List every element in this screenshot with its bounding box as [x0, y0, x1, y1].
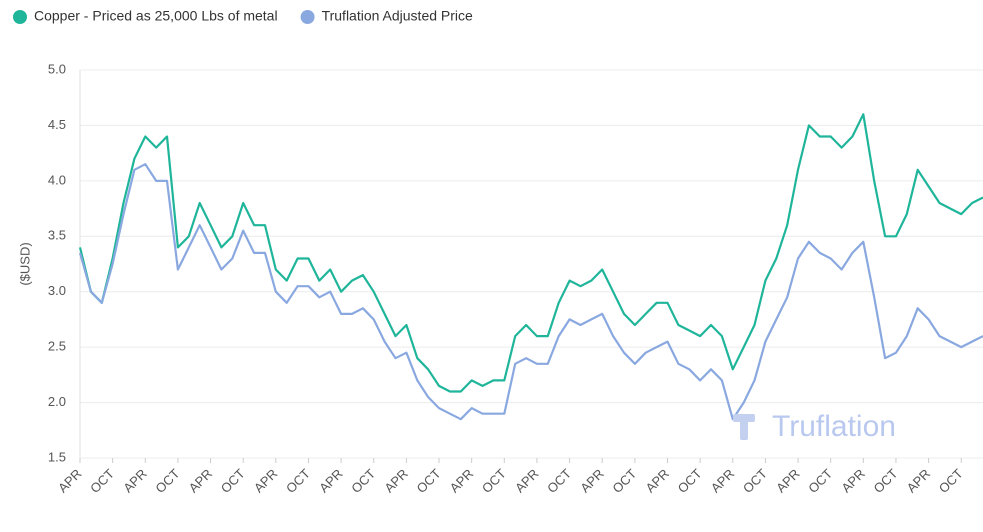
x-tick-label: OCT: [675, 466, 705, 496]
x-tick-label: OCT: [479, 466, 509, 496]
y-tick-label: 5.0: [48, 61, 66, 76]
y-tick-label: 1.5: [48, 449, 66, 464]
x-tick-label: APR: [708, 466, 738, 496]
x-tick-label: OCT: [544, 466, 574, 496]
x-tick-label: APR: [773, 466, 803, 496]
y-tick-label: 4.0: [48, 172, 66, 187]
x-tick-label: APR: [316, 466, 346, 496]
legend-marker: [13, 10, 27, 24]
watermark: Truflation: [772, 410, 896, 443]
legend-marker: [300, 10, 315, 24]
x-tick-label: APR: [904, 466, 934, 496]
x-tick-label: OCT: [609, 466, 639, 496]
x-tick-label: APR: [55, 466, 85, 496]
x-tick-label: OCT: [805, 466, 835, 496]
x-tick-label: OCT: [414, 466, 444, 496]
legend-label: Truflation Adjusted Price: [322, 8, 473, 24]
x-tick-label: OCT: [870, 466, 900, 496]
y-tick-label: 4.5: [48, 117, 66, 132]
x-tick-label: OCT: [218, 466, 248, 496]
y-tick-label: 2.0: [48, 394, 66, 409]
y-tick-label: 3.0: [48, 283, 66, 298]
x-tick-label: APR: [120, 466, 150, 496]
legend-label: Copper - Priced as 25,000 Lbs of metal: [34, 8, 278, 24]
x-tick-label: APR: [643, 466, 673, 496]
x-tick-label: APR: [381, 466, 411, 496]
x-tick-label: OCT: [740, 466, 770, 496]
series-line: [78, 163, 983, 421]
y-tick-label: 3.5: [48, 228, 66, 243]
x-tick-label: APR: [577, 466, 607, 496]
x-tick-label: OCT: [87, 466, 117, 496]
x-tick-label: APR: [838, 466, 868, 496]
x-tick-label: OCT: [348, 466, 378, 496]
x-tick-label: APR: [251, 466, 281, 496]
x-tick-label: OCT: [283, 466, 313, 496]
series-line: [78, 113, 983, 393]
x-tick-label: APR: [447, 466, 477, 496]
x-tick-label: APR: [512, 466, 542, 496]
y-tick-label: 2.5: [48, 339, 66, 354]
watermark-logo: [733, 414, 755, 440]
x-tick-label: APR: [186, 466, 216, 496]
x-tick-label: OCT: [936, 466, 966, 496]
y-axis-label: ($USD): [17, 242, 32, 285]
x-tick-label: OCT: [152, 466, 182, 496]
